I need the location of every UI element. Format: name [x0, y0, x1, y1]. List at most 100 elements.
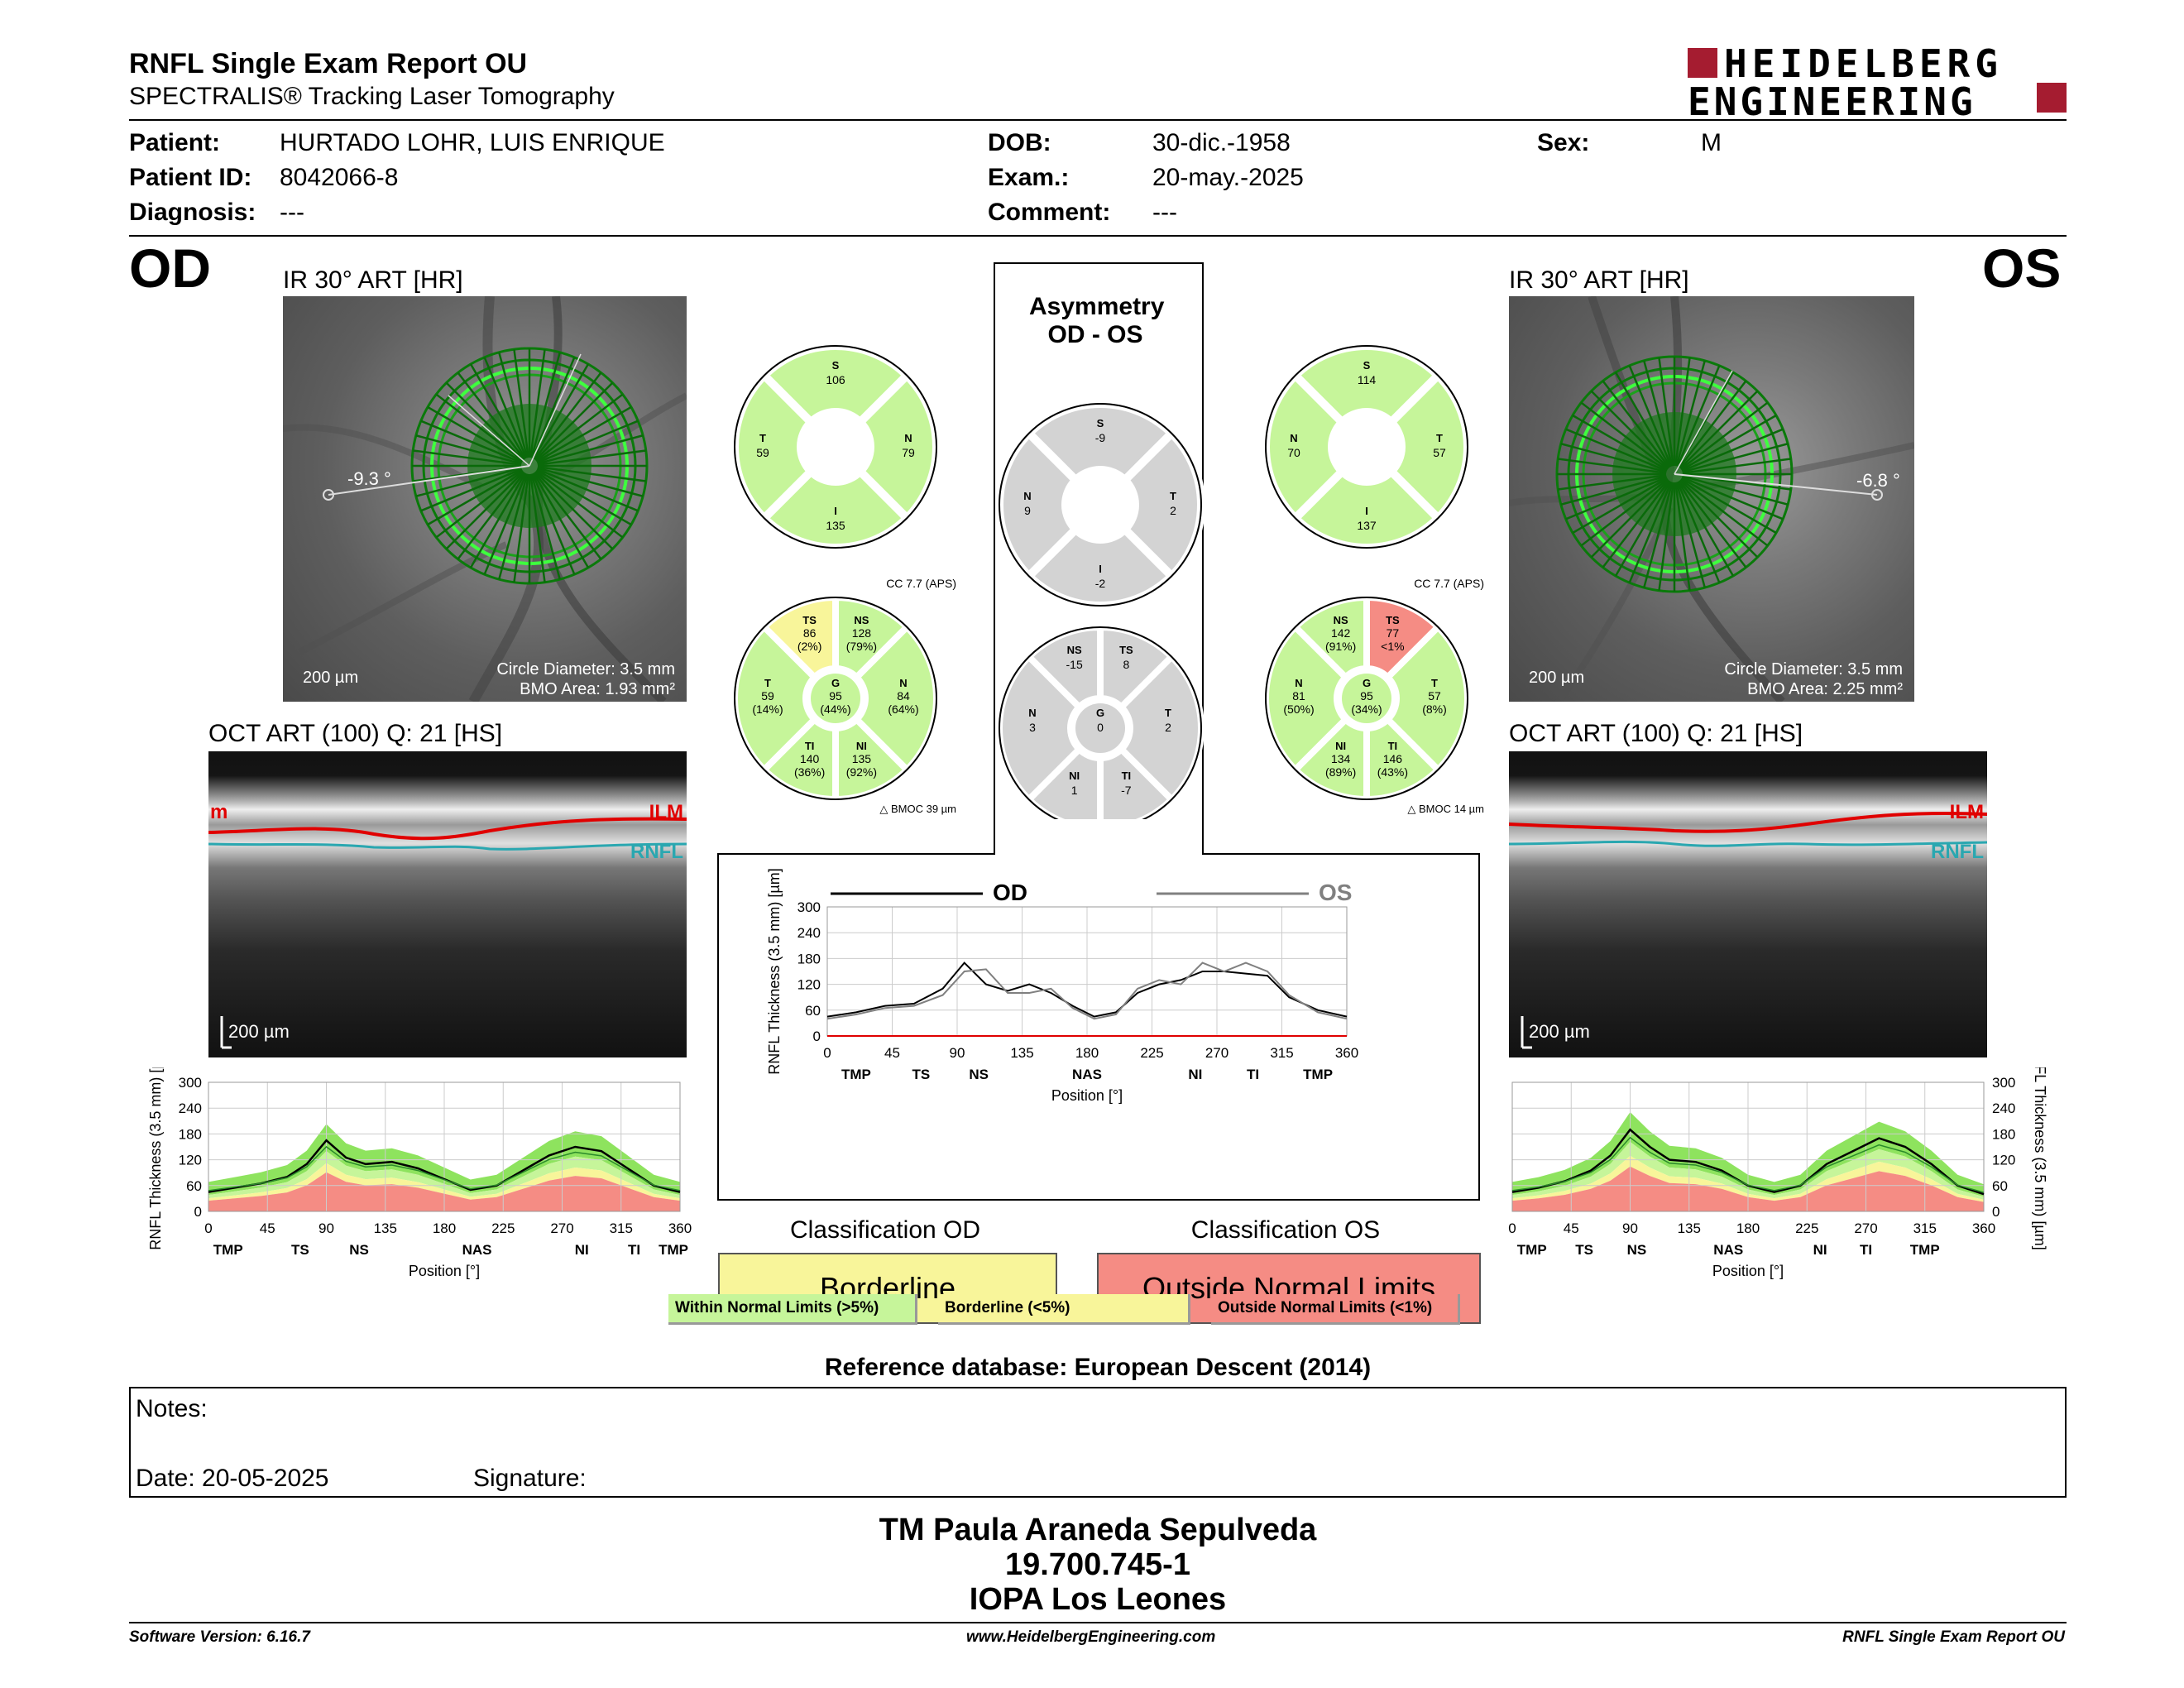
- sector-label: TS: [291, 1242, 309, 1258]
- od-quad-outline: [734, 345, 937, 549]
- classification-od-label: Classification OD: [789, 1216, 981, 1244]
- od-six-label-ns: NS: [854, 614, 869, 626]
- x-tick-label: 270: [1205, 1045, 1228, 1061]
- os-quad-outline: [1265, 345, 1468, 549]
- scan-spoke: [1643, 360, 1674, 467]
- od-ilm-label: ILM: [649, 801, 683, 823]
- scan-spoke: [498, 352, 529, 458]
- od-six-pct-g: (44%): [820, 703, 850, 716]
- os-fundus-overlay: [1509, 296, 1914, 702]
- scan-spoke: [415, 434, 522, 465]
- os-quad-label-t: T: [1436, 432, 1443, 444]
- asym-six-value-ts: 8: [1123, 658, 1129, 671]
- od-six-sector-g: [811, 674, 860, 723]
- scan-spoke: [1628, 481, 1673, 583]
- y-tick-label: 240: [179, 1101, 202, 1116]
- x-tick-label: 225: [491, 1220, 515, 1236]
- scan-spoke: [1679, 390, 1759, 469]
- scan-spoke: [413, 449, 522, 466]
- scan-spoke: [535, 393, 624, 462]
- asym-six-value-t: 2: [1165, 721, 1171, 734]
- scan-spoke: [1675, 360, 1706, 467]
- scan-spoke: [427, 468, 523, 526]
- os-six-value-ti: 146: [1383, 752, 1403, 765]
- scan-spoke: [1580, 401, 1669, 470]
- asym-quad-value-s: -9: [1095, 431, 1106, 444]
- website-link[interactable]: www.HeidelbergEngineering.com: [966, 1628, 1216, 1646]
- sector-label: TMP: [213, 1242, 243, 1258]
- sex-value: M: [1701, 129, 1722, 156]
- legend-os-label: OS: [1319, 880, 1352, 905]
- od-angle: -9.3 °: [347, 468, 391, 489]
- y-tick-label: 120: [797, 977, 821, 993]
- scan-spoke: [1658, 482, 1674, 591]
- od-six-outline: [734, 597, 937, 800]
- od-oct-image[interactable]: m ILM RNFL 200 µm: [208, 751, 687, 1057]
- sector-label: TMP: [1910, 1242, 1940, 1258]
- scan-spoke: [457, 372, 525, 460]
- scan-spoke: [483, 472, 528, 575]
- scan-spoke: [1679, 480, 1747, 568]
- os-six-label-ni: NI: [1335, 740, 1346, 752]
- notes-box[interactable]: Notes: Date: 20-05-2025 Signature:: [129, 1387, 2067, 1498]
- os-cc: CC 7.7 (APS): [1414, 577, 1484, 590]
- footer-report-name: RNFL Single Exam Report OU: [1842, 1628, 2065, 1646]
- scan-spoke: [1602, 380, 1670, 468]
- od-profile-chart: 0 60 120 180 240 300 0 45 90 135 180 225 270 315 360 TM…: [147, 1067, 692, 1279]
- asym-quad-value-t: 2: [1170, 504, 1176, 517]
- scan-spoke: [445, 471, 524, 550]
- asym-six-value-g: 0: [1097, 721, 1104, 734]
- od-six-value-ni: 135: [852, 752, 872, 765]
- od-ir-caption: IR 30° ART [HR]: [283, 266, 463, 294]
- os-circle-diameter: Circle Diameter: 3.5 mm: [1724, 660, 1903, 679]
- os-six-label-n: N: [1295, 677, 1302, 689]
- sector-label: NAS: [1072, 1067, 1102, 1082]
- asym-quad-label-s: S: [1097, 417, 1104, 429]
- series-line-os: [826, 961, 1348, 1020]
- os-bmoc: △ BMOC 14 µm: [1407, 803, 1484, 815]
- exam-label: Exam.:: [988, 164, 1070, 191]
- sector-diagrams: S106I135N79T59TS86(2%)NS128(79%)N84(64%)…: [730, 342, 1484, 819]
- os-oct-image[interactable]: ILM RNFL 200 µm: [1509, 751, 1987, 1057]
- od-six-value-ts: 86: [803, 626, 817, 640]
- asym-quad-label-n: N: [1023, 490, 1031, 502]
- sector-label: NI: [1813, 1242, 1827, 1258]
- scan-spoke: [534, 471, 614, 550]
- x-tick-label: 135: [1678, 1220, 1701, 1236]
- sector-label: TMP: [659, 1242, 688, 1258]
- x-tick-label: 0: [823, 1045, 831, 1061]
- od-six-value-t: 59: [761, 689, 774, 703]
- scan-spoke: [536, 468, 632, 526]
- y-tick-label: 300: [797, 899, 821, 915]
- sector-label: NI: [575, 1242, 589, 1258]
- patient-id: 8042066-8: [280, 164, 399, 191]
- os-quad-value-t: 57: [1433, 446, 1446, 459]
- scan-spoke: [1558, 474, 1667, 491]
- header-rule: [129, 119, 2067, 121]
- x-tick-label: 45: [260, 1220, 275, 1236]
- od-fundus-overlay: [283, 296, 687, 702]
- os-quad-value-n: 70: [1287, 446, 1300, 459]
- x-tick-label: 360: [1972, 1220, 1995, 1236]
- x-tick-label: 315: [1270, 1045, 1293, 1061]
- legend-outside: Outside Normal Limits (<1%): [1211, 1294, 1460, 1325]
- asym-quad-label-i: I: [1099, 563, 1102, 575]
- scan-spoke: [435, 470, 524, 539]
- od-oct-scale: 200 µm: [228, 1021, 290, 1042]
- patient-label: Patient:: [129, 129, 221, 156]
- scan-spoke: [483, 357, 528, 459]
- legend-od-label: OD: [993, 880, 1027, 905]
- od-fundus-image[interactable]: -9.3 ° 200 µm Circle Diameter: 3.5 mm BM…: [283, 296, 687, 702]
- x-axis-label: Position [°]: [409, 1263, 480, 1279]
- asym-quad-value-i: -2: [1095, 577, 1106, 590]
- scan-spoke: [1677, 481, 1735, 577]
- asym-six-value-ns: -15: [1066, 658, 1083, 671]
- asym-six-label-n: N: [1028, 707, 1036, 719]
- x-tick-label: 315: [1913, 1220, 1937, 1236]
- y-tick-label: 60: [805, 1003, 821, 1019]
- os-six-value-ts: 77: [1387, 626, 1400, 640]
- os-fundus-image[interactable]: -6.8 ° 200 µm Circle Diameter: 3.5 mm BM…: [1509, 296, 1914, 702]
- os-quad-label-n: N: [1290, 432, 1297, 444]
- scan-spoke: [1614, 372, 1672, 468]
- os-ilm-label: ILM: [1949, 801, 1984, 823]
